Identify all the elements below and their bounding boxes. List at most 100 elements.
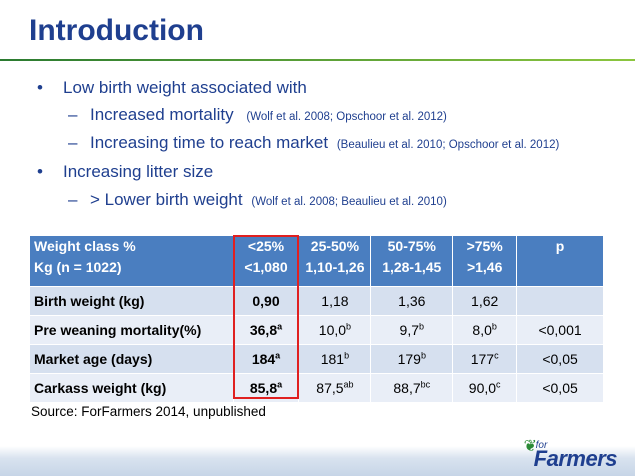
superscript: a bbox=[277, 321, 283, 332]
superscript: b bbox=[491, 321, 497, 332]
header-line: <1,080 bbox=[244, 259, 288, 275]
value: 88,7 bbox=[393, 380, 421, 396]
value: 177 bbox=[470, 351, 495, 367]
cell-value: 0,90 bbox=[232, 286, 300, 316]
sub-bullet-item: – Increasing time to reach market (Beaul… bbox=[68, 133, 560, 153]
citation: (Wolf et al. 2008; Beaulieu et al. 2010) bbox=[251, 196, 447, 208]
value: 9,7 bbox=[399, 322, 419, 338]
cell-value: 177c bbox=[452, 344, 518, 374]
superscript: c bbox=[494, 350, 499, 361]
value: 10,0 bbox=[318, 322, 347, 338]
cell-value: 8,0b bbox=[452, 315, 518, 345]
title-divider bbox=[0, 59, 635, 61]
value: 184 bbox=[251, 351, 276, 367]
cell-value: 36,8a bbox=[232, 315, 300, 345]
cell-p: <0,05 bbox=[516, 373, 604, 403]
cell-value: 85,8a bbox=[232, 373, 300, 403]
header-50-75: 50-75% 1,28-1,45 bbox=[370, 235, 454, 287]
dash-mark: – bbox=[68, 133, 78, 152]
table-row: Birth weight (kg) 0,90 1,18 1,36 1,62 bbox=[29, 286, 604, 316]
forfarmers-logo: ❦ for Farmers bbox=[524, 438, 618, 471]
cell-value: 1,18 bbox=[298, 286, 372, 316]
sub-bullet-item: – > Lower birth weight (Wolf et al. 2008… bbox=[68, 190, 447, 210]
value: 1,62 bbox=[471, 293, 499, 309]
logo-main: Farmers bbox=[533, 446, 618, 471]
header-line: 25-50% bbox=[310, 238, 360, 254]
superscript: b bbox=[344, 350, 350, 361]
superscript: a bbox=[275, 350, 281, 361]
value: 36,8 bbox=[249, 322, 278, 338]
row-label: Birth weight (kg) bbox=[29, 286, 234, 316]
table-header-row: Weight class % Kg (n = 1022) <25% <1,080… bbox=[29, 235, 604, 287]
header-line: 1,10-1,26 bbox=[305, 259, 365, 275]
dash-mark: – bbox=[68, 190, 78, 209]
header-line: p bbox=[555, 238, 565, 254]
value: 179 bbox=[397, 351, 421, 367]
slide-title: Introduction bbox=[29, 14, 204, 47]
header-line: Kg (n = 1022) bbox=[34, 259, 122, 275]
dash-mark: – bbox=[68, 105, 78, 124]
superscript: b bbox=[346, 321, 352, 332]
value: 85,8 bbox=[249, 380, 278, 396]
cell-p: <0,001 bbox=[516, 315, 604, 345]
bullet-text: Increasing litter size bbox=[63, 162, 214, 181]
superscript: b bbox=[419, 321, 425, 332]
header-line: Weight class % bbox=[34, 238, 136, 254]
cell-value: 181b bbox=[298, 344, 372, 374]
value: 1,18 bbox=[321, 293, 349, 309]
table-row: Carkass weight (kg) 85,8a 87,5ab 88,7bc … bbox=[29, 373, 604, 403]
bullet-mark: • bbox=[37, 78, 43, 97]
source-note: Source: ForFarmers 2014, unpublished bbox=[31, 404, 266, 419]
header-weight-class: Weight class % Kg (n = 1022) bbox=[29, 235, 234, 287]
superscript: bc bbox=[420, 379, 431, 390]
cell-p: <0,05 bbox=[516, 344, 604, 374]
value: 0,90 bbox=[252, 293, 280, 309]
leaf-icon: ❦ bbox=[523, 438, 538, 455]
bullet-item: • Low birth weight associated with bbox=[37, 78, 307, 98]
header-line: 1,28-1,45 bbox=[382, 259, 442, 275]
table-row: Market age (days) 184a 181b 179b 177c <0… bbox=[29, 344, 604, 374]
header-line: <25% bbox=[247, 238, 285, 254]
superscript: ab bbox=[343, 379, 354, 390]
header-line: >1,46 bbox=[466, 259, 503, 275]
cell-value: 1,62 bbox=[452, 286, 518, 316]
cell-value: 90,0c bbox=[452, 373, 518, 403]
sub-bullet-item: – Increased mortality (Wolf et al. 2008;… bbox=[68, 105, 447, 125]
cell-value: 9,7b bbox=[370, 315, 454, 345]
header-gt75: >75% >1,46 bbox=[452, 235, 518, 287]
logo-for: for bbox=[535, 440, 548, 451]
superscript: a bbox=[277, 379, 283, 390]
cell-p bbox=[516, 286, 604, 316]
cell-value: 1,36 bbox=[370, 286, 454, 316]
row-label: Market age (days) bbox=[29, 344, 234, 374]
sub-bullet-text: Increasing time to reach market bbox=[90, 133, 329, 152]
sub-bullet-text: > Lower birth weight bbox=[90, 190, 243, 209]
footer-band bbox=[0, 446, 635, 476]
superscript: b bbox=[420, 350, 426, 361]
header-line: >75% bbox=[466, 238, 503, 254]
table-row: Pre weaning mortality(%) 36,8a 10,0b 9,7… bbox=[29, 315, 604, 345]
bullet-text: Low birth weight associated with bbox=[63, 78, 307, 97]
header-lt25: <25% <1,080 bbox=[232, 235, 300, 287]
results-table: Weight class % Kg (n = 1022) <25% <1,080… bbox=[29, 235, 604, 403]
value: 181 bbox=[320, 351, 345, 367]
bullet-item: • Increasing litter size bbox=[37, 162, 214, 182]
header-p: p bbox=[516, 235, 604, 287]
cell-value: 87,5ab bbox=[298, 373, 372, 403]
value: 1,36 bbox=[398, 293, 426, 309]
row-label: Carkass weight (kg) bbox=[29, 373, 234, 403]
cell-value: 88,7bc bbox=[370, 373, 454, 403]
sub-bullet-text: Increased mortality bbox=[90, 105, 234, 124]
cell-value: 184a bbox=[232, 344, 300, 374]
superscript: c bbox=[496, 379, 501, 390]
cell-value: 10,0b bbox=[298, 315, 372, 345]
value: 8,0 bbox=[472, 322, 492, 338]
row-label: Pre weaning mortality(%) bbox=[29, 315, 234, 345]
header-line: 50-75% bbox=[387, 238, 436, 254]
citation: (Wolf et al. 2008; Opschoor et al. 2012) bbox=[246, 111, 447, 123]
citation: (Beaulieu et al. 2010; Opschoor et al. 2… bbox=[336, 139, 560, 151]
cell-value: 179b bbox=[370, 344, 454, 374]
value: 87,5 bbox=[316, 380, 344, 396]
bullet-mark: • bbox=[37, 162, 43, 181]
header-25-50: 25-50% 1,10-1,26 bbox=[298, 235, 372, 287]
